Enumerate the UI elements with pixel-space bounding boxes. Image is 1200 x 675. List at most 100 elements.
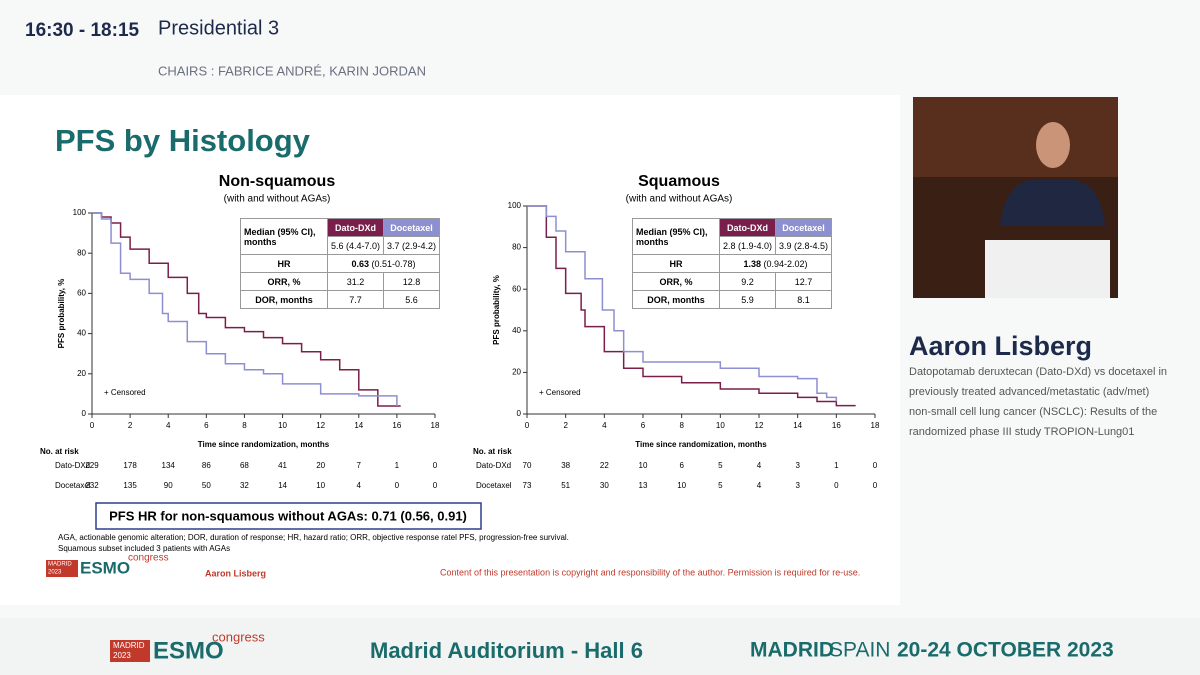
chart-subtitle: (with and without AGAs) (224, 194, 331, 205)
at-risk-count: 22 (600, 461, 609, 470)
at-risk-count: 70 (523, 461, 532, 470)
at-risk-count: 0 (873, 481, 878, 490)
at-risk-count: 1 (395, 461, 400, 470)
at-risk-count: 229 (85, 461, 99, 470)
table-row: ORR, % 9.2 12.7 (632, 272, 833, 291)
logo-brand: ESMO (80, 558, 130, 577)
table-row: ORR, % 31.2 12.8 (240, 272, 441, 291)
cell: Docetaxel (775, 218, 833, 237)
at-risk-label: No. at risk (473, 447, 512, 456)
x-tick-label: 16 (832, 421, 841, 430)
y-tick-label: 40 (77, 329, 86, 338)
cell: 9.2 (718, 272, 777, 291)
y-tick-label: 100 (508, 201, 522, 210)
speaker-desc: randomized phase III study TROPION-Lung0… (909, 426, 1134, 438)
y-tick-label: 100 (73, 208, 87, 217)
stats-table: Median (95% CI), months Dato-DXd Docetaxel… (240, 218, 441, 309)
cell: Median (95% CI), months (632, 218, 720, 255)
speaker-desc: previously treated advanced/metastatic (… (909, 386, 1149, 398)
at-risk-count: 232 (85, 481, 99, 490)
cell: 12.7 (775, 272, 833, 291)
at-risk-count: 10 (316, 481, 325, 490)
speaker-body (1000, 180, 1105, 225)
at-risk-count: 3 (795, 461, 800, 470)
cell: HR (632, 254, 720, 273)
hr-ci: (0.51-0.78) (371, 258, 416, 269)
cell: 3.9 (2.8-4.5) (775, 236, 833, 255)
x-tick-label: 2 (563, 421, 568, 430)
x-axis-label: Time since randomization, months (635, 440, 767, 449)
cell: 7.7 (326, 290, 385, 309)
x-tick-label: 4 (166, 421, 171, 430)
x-tick-label: 0 (525, 421, 530, 430)
chart-subtitle: (with and without AGAs) (626, 194, 733, 205)
at-risk-label: No. at risk (40, 447, 79, 456)
at-risk-count: 0 (873, 461, 878, 470)
x-tick-label: 16 (392, 421, 401, 430)
at-risk-count: 4 (757, 481, 762, 490)
at-risk-count: 134 (162, 461, 176, 470)
cell: Dato-DXd (718, 218, 777, 237)
x-tick-label: 18 (431, 421, 440, 430)
hr-value: 1.38 (743, 258, 762, 269)
at-risk-count: 32 (240, 481, 249, 490)
at-risk-count: 10 (639, 461, 648, 470)
table-row: DOR, months 7.7 5.6 (240, 290, 441, 309)
x-tick-label: 12 (316, 421, 325, 430)
x-tick-label: 0 (90, 421, 95, 430)
logo-year: 2023 (48, 570, 62, 576)
stats-table: Median (95% CI), months Dato-DXd Docetaxel… (632, 218, 833, 309)
speaker-desc: Datopotamab deruxtecan (Dato-DXd) vs doc… (909, 366, 1167, 378)
at-risk-count: 4 (357, 481, 362, 490)
cell: Docetaxel (383, 218, 441, 237)
speaker-name: Aaron Lisberg (909, 331, 1092, 361)
cell: 12.8 (383, 272, 441, 291)
table-row: 2.8 (1.9-4.0) 3.9 (2.8-4.5) (633, 236, 833, 255)
logo-suffix: congress (128, 553, 169, 564)
y-tick-label: 60 (512, 284, 521, 293)
at-risk-count: 3 (795, 481, 800, 490)
speaker-head (1036, 122, 1070, 168)
x-tick-label: 14 (354, 421, 363, 430)
speaker-desc: non-small cell lung cancer (NSCLC): Resu… (909, 406, 1157, 418)
at-risk-count: 5 (718, 481, 723, 490)
at-risk-count: 10 (677, 481, 686, 490)
city: MADRID (750, 639, 834, 662)
chart-title: Squamous (638, 173, 720, 190)
cell: 2.8 (1.9-4.0) (718, 236, 777, 255)
at-risk-name: Dato-DXd (476, 461, 511, 470)
censor-note: + Censored (104, 388, 146, 397)
footer-logo: MADRID 2023 ESMO congress (110, 629, 265, 664)
chairs: CHAIRS : FABRICE ANDRÉ, KARIN JORDAN (158, 63, 426, 78)
hr-box-text: PFS HR for non-squamous without AGAs: 0.… (109, 508, 467, 523)
table-row: HR 0.63 (0.51-0.78) (240, 254, 441, 273)
session: Presidential 3 (158, 17, 279, 39)
time: 16:30 - 18:15 (25, 20, 140, 41)
km-curve (92, 212, 398, 406)
venue: Madrid Auditorium - Hall 6 (370, 638, 643, 663)
km-curve (92, 212, 401, 407)
x-tick-label: 18 (871, 421, 880, 430)
at-risk-count: 41 (278, 461, 287, 470)
x-tick-label: 14 (793, 421, 802, 430)
y-tick-label: 80 (512, 243, 521, 252)
at-risk-count: 90 (164, 481, 173, 490)
at-risk-count: 51 (561, 481, 570, 490)
cell: DOR, months (240, 290, 328, 309)
logo-suffix: congress (212, 629, 265, 644)
at-risk-name: Dato-DXd (55, 461, 90, 470)
footnote: AGA, actionable genomic alteration; DOR,… (58, 533, 569, 542)
podium (985, 240, 1110, 298)
at-risk-name: Docetaxel (55, 481, 91, 490)
at-risk-count: 30 (600, 481, 609, 490)
at-risk-count: 20 (316, 461, 325, 470)
footnote: Squamous subset included 3 patients with… (58, 544, 230, 553)
at-risk-name: Docetaxel (476, 481, 512, 490)
country: SPAIN (829, 639, 890, 662)
at-risk-count: 14 (278, 481, 287, 490)
at-risk-count: 7 (357, 461, 362, 470)
cell: ORR, % (240, 272, 328, 291)
at-risk-count: 0 (433, 461, 438, 470)
x-tick-label: 10 (716, 421, 725, 430)
